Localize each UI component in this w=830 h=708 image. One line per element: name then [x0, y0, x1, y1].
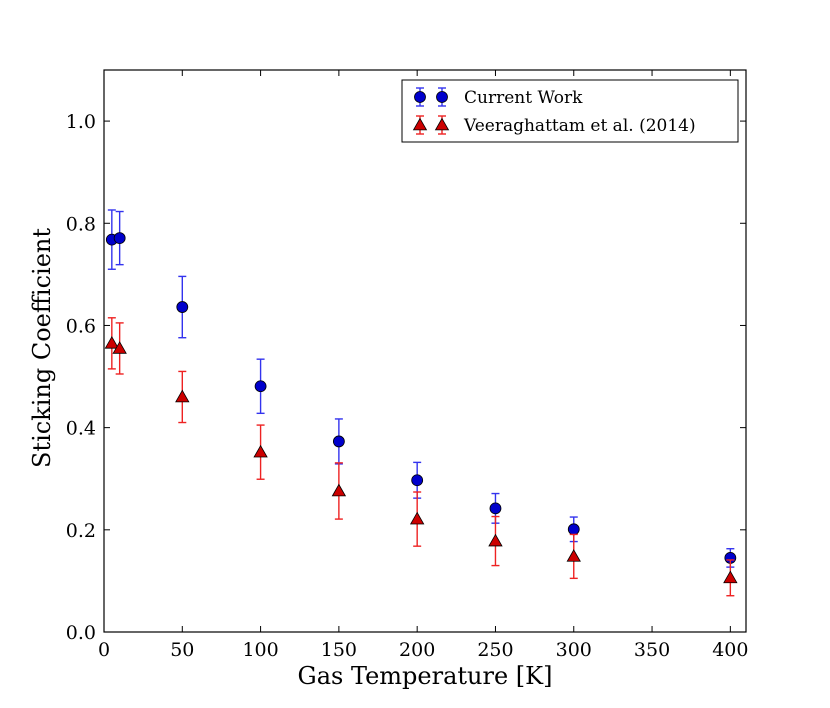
data-marks: [104, 209, 738, 597]
x-tick-label: 150: [321, 639, 357, 661]
data-point-marker: [113, 232, 126, 244]
data-point-marker: [254, 380, 267, 393]
data-point-marker: [567, 523, 580, 536]
y-tick-label: 0.8: [66, 213, 96, 235]
data-point-marker: [488, 533, 503, 547]
data-point-marker: [331, 483, 347, 497]
data-point-marker: [104, 336, 120, 349]
series-current-work: [105, 209, 737, 568]
legend-label: Current Work: [464, 88, 583, 108]
legend-box: [401, 79, 739, 143]
plot-frame: [103, 69, 747, 633]
data-point-marker: [253, 444, 268, 458]
y-tick-label: 0.6: [66, 315, 96, 337]
y-tick-label: 0.2: [66, 520, 96, 542]
x-tick-label: 300: [556, 639, 592, 661]
x-tick-label: 100: [242, 639, 278, 661]
x-tick-label: 0: [98, 639, 110, 661]
legend-label: Veeraghattam et al. (2014): [463, 116, 696, 136]
data-point-marker: [411, 474, 424, 487]
x-tick-label: 350: [634, 639, 670, 661]
data-point-marker: [409, 511, 425, 525]
data-point-marker: [112, 341, 127, 354]
series-veeraghattam: [104, 317, 738, 597]
data-point-marker: [332, 435, 345, 448]
data-point-marker: [176, 301, 189, 313]
x-tick-label: 250: [477, 639, 513, 661]
data-point-marker: [489, 502, 502, 515]
y-tick-label: 1.0: [66, 111, 96, 133]
y-tick-label: 0.0: [66, 622, 96, 644]
axes: 0 50 100 150 200 250 300 350 400 0.0 0.2 0.4 0.6 0.8 1…: [66, 69, 748, 661]
data-point-marker: [175, 389, 190, 403]
data-point-marker: [566, 549, 581, 562]
x-tick-label: 400: [712, 639, 748, 661]
x-axis-label: Gas Temperature [K]: [298, 662, 553, 690]
y-tick-label: 0.4: [66, 418, 96, 440]
legend-sample: [414, 87, 448, 107]
legend-marker: [414, 91, 426, 103]
y-axis-label: Sticking Coefficient: [28, 228, 56, 468]
legend: Current Work Veeraghattam et al. (2014): [401, 79, 739, 143]
x-tick-label: 200: [399, 639, 435, 661]
legend-marker: [412, 117, 428, 131]
legend-marker: [436, 91, 448, 103]
x-tick-label: 50: [170, 639, 194, 661]
legend-sample: [412, 115, 450, 135]
legend-marker: [434, 117, 450, 131]
data-point-marker: [723, 570, 738, 584]
